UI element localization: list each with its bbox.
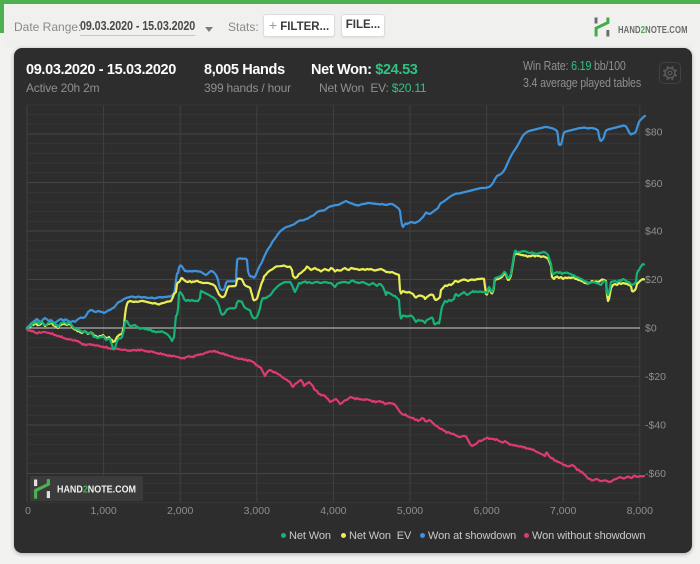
svg-text:$80: $80	[645, 127, 663, 139]
svg-text:4,000: 4,000	[320, 505, 346, 517]
svg-text:$0: $0	[645, 323, 657, 335]
svg-text:-$40: -$40	[645, 420, 666, 432]
svg-text:2,000: 2,000	[167, 505, 193, 517]
svg-text:3,000: 3,000	[244, 505, 270, 517]
svg-text:6,000: 6,000	[473, 505, 499, 517]
svg-text:1,000: 1,000	[90, 505, 116, 517]
svg-text:$20: $20	[645, 274, 663, 286]
svg-text:0: 0	[25, 505, 31, 517]
svg-text:-$20: -$20	[645, 371, 666, 383]
svg-text:8,000: 8,000	[627, 505, 653, 517]
svg-text:HAND2NOTE.COM: HAND2NOTE.COM	[57, 484, 136, 496]
svg-text:7,000: 7,000	[550, 505, 576, 517]
svg-text:$40: $40	[645, 226, 663, 238]
svg-text:$60: $60	[645, 178, 663, 190]
svg-text:-$60: -$60	[645, 468, 666, 480]
svg-text:5,000: 5,000	[397, 505, 423, 517]
